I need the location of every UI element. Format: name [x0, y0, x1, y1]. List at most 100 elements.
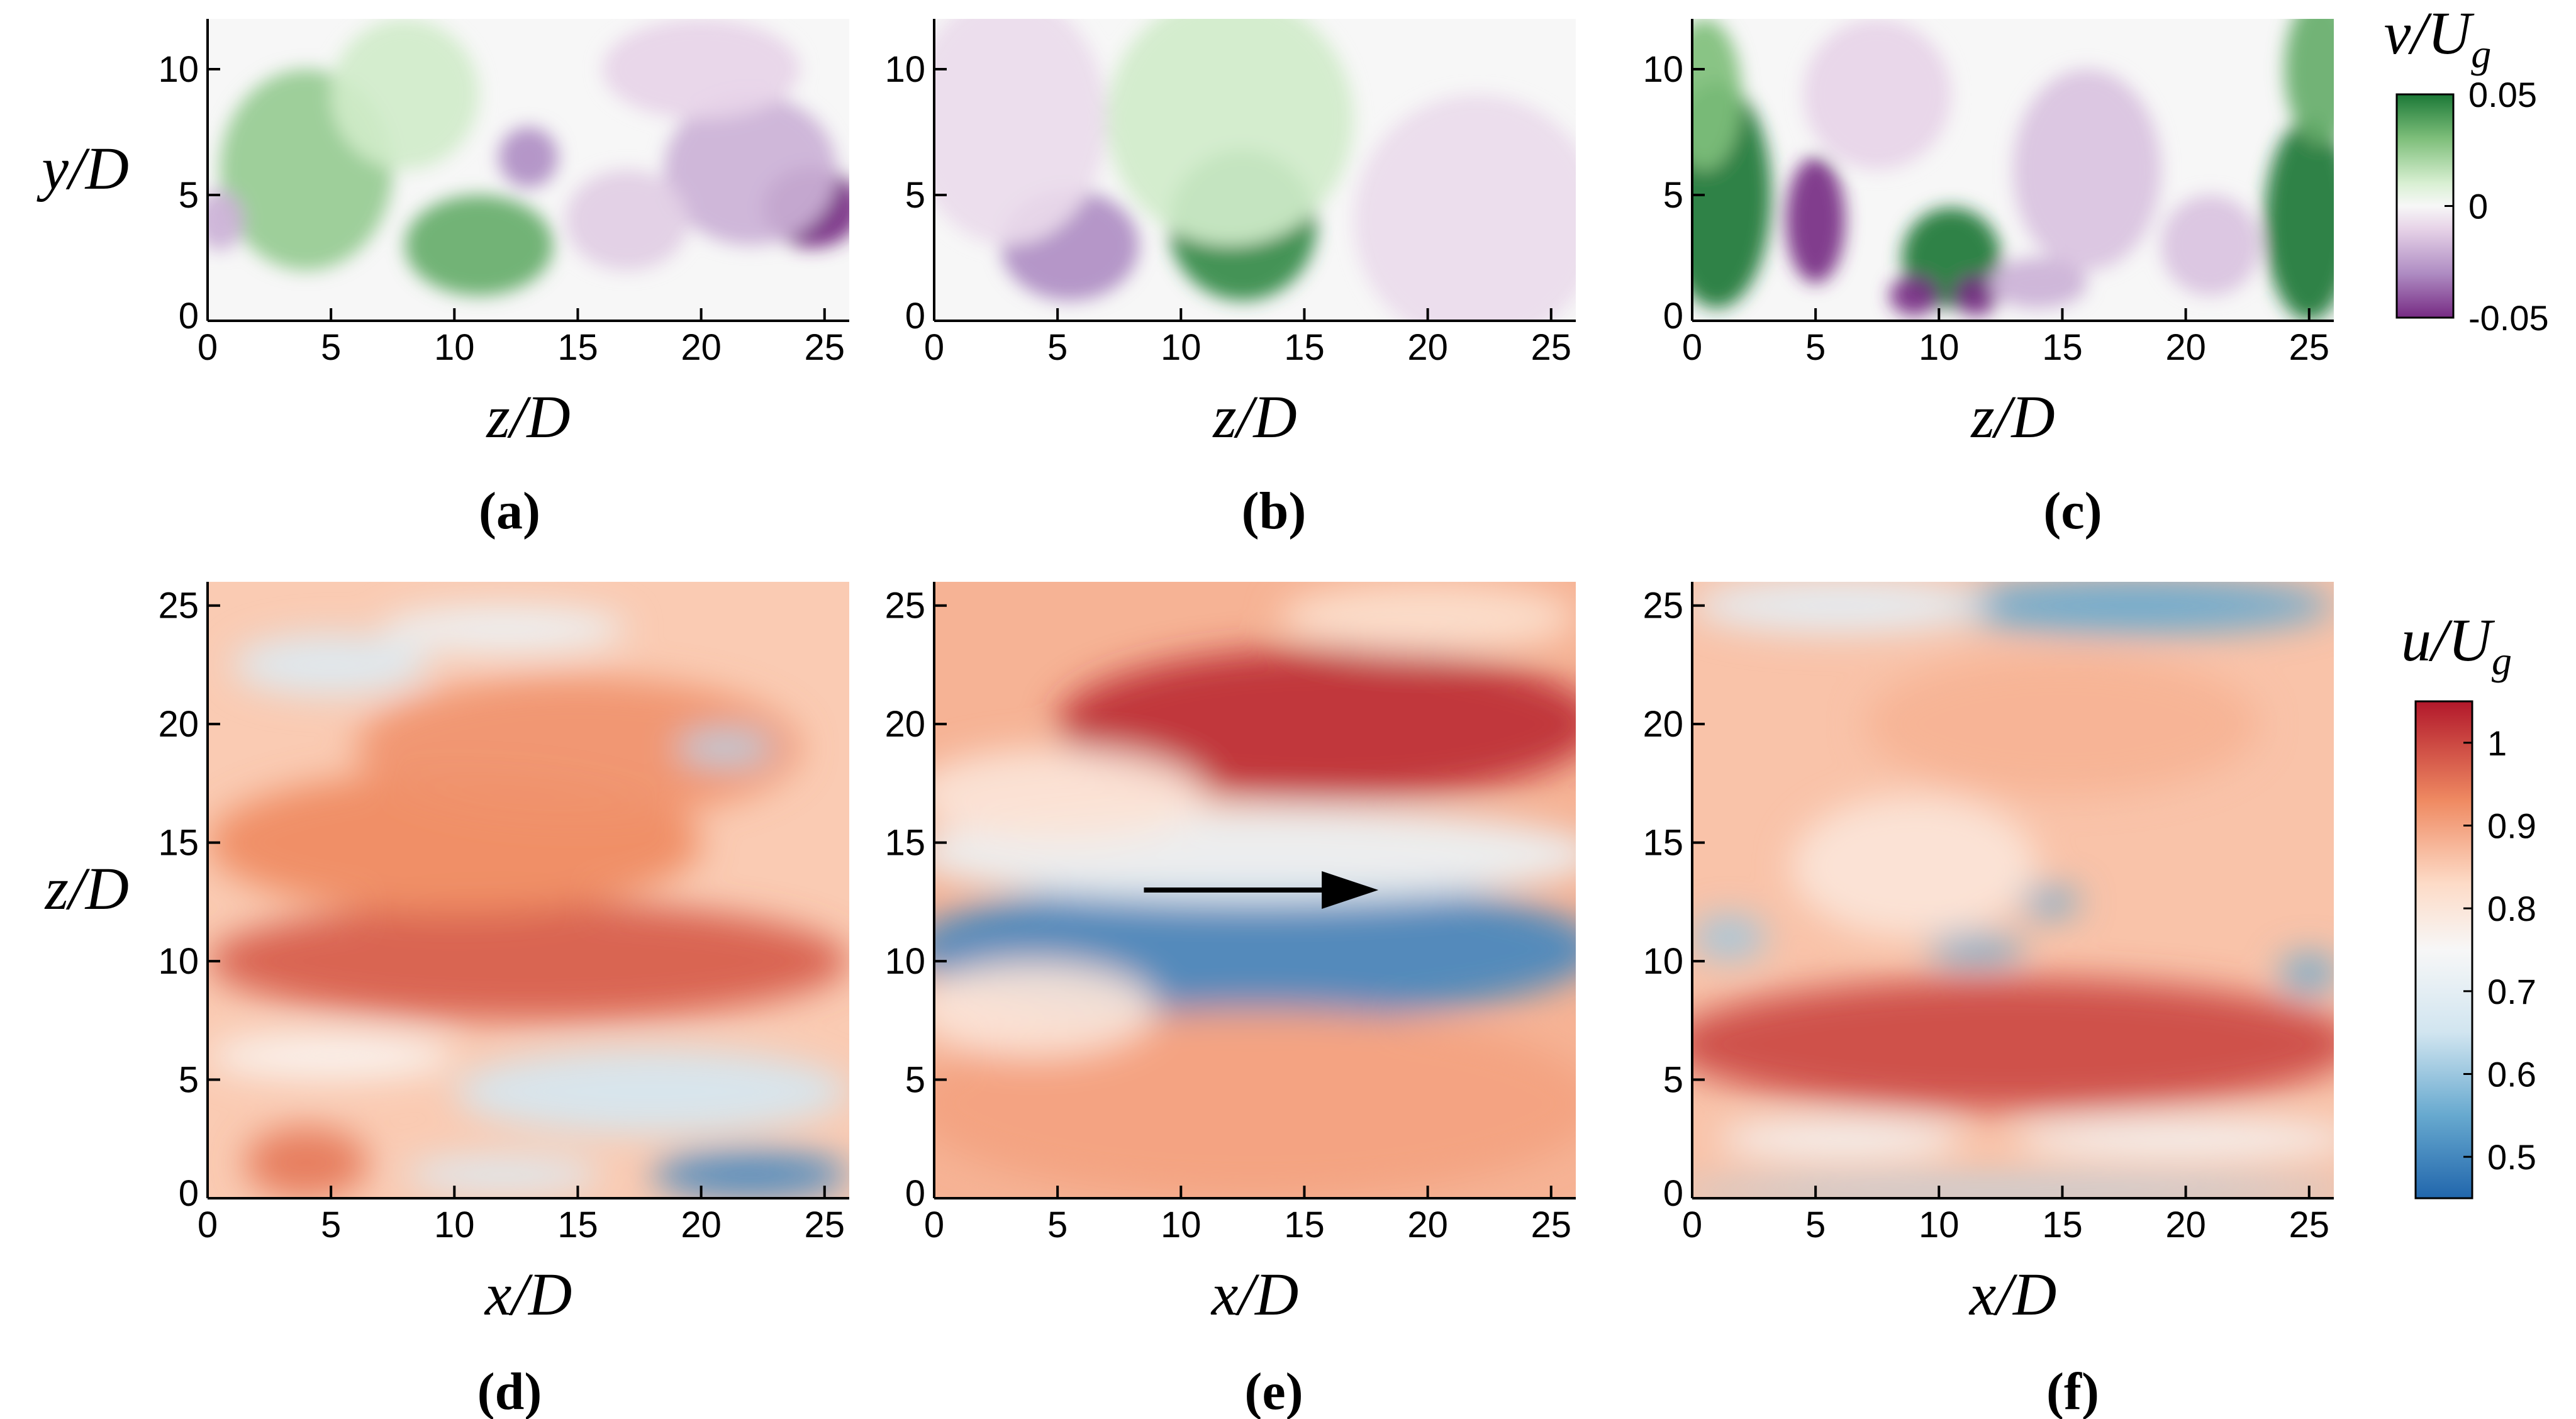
field-blob: [454, 1049, 849, 1135]
x-tick-label: 5: [1805, 1205, 1826, 1245]
x-tick-label: 5: [1047, 327, 1068, 368]
x-axis-label: x/D: [1210, 1260, 1299, 1328]
y-tick-label: 5: [905, 175, 925, 216]
x-tick-label: 20: [1407, 327, 1448, 368]
field-blob: [1988, 258, 2087, 308]
field: [1692, 19, 2334, 321]
x-tick-label: 0: [198, 1205, 218, 1245]
colorbar-tick-label: 0.05: [2468, 75, 2537, 114]
colorbar-title: u/Ug: [2401, 606, 2512, 683]
x-tick-label: 0: [1682, 1205, 1702, 1245]
field-blob: [331, 19, 479, 170]
y-tick-label: 25: [158, 586, 199, 626]
flow-arrow-head: [1322, 871, 1379, 909]
y-tick-label: 5: [179, 175, 199, 216]
caption-e: (e): [1244, 1362, 1303, 1419]
x-axis-label: z/D: [1970, 383, 2055, 450]
x-tick-label: 10: [434, 327, 475, 368]
field-blob: [602, 19, 800, 120]
x-tick-label: 0: [924, 327, 944, 368]
field-blob: [934, 961, 1157, 1056]
x-tick-label: 15: [557, 1205, 598, 1245]
x-tick-label: 25: [1531, 327, 1572, 368]
panel-d: 0 5 10 15 20 25 0 5 10 15 20 25 x/D z/D: [44, 582, 849, 1328]
x-tick-label: 0: [198, 327, 218, 368]
x-tick-label: 15: [557, 327, 598, 368]
field-blob: [2161, 195, 2260, 296]
caption-a: (a): [479, 482, 540, 540]
x-tick-label: 20: [2165, 327, 2206, 368]
y-tick-label: 0: [179, 1173, 199, 1214]
y-tick-label: 15: [158, 823, 199, 864]
y-tick-label: 25: [1642, 586, 1683, 626]
colorbar-tick-label: 0: [2468, 187, 2488, 226]
y-tick-label: 10: [1642, 941, 1683, 982]
field-blob: [2013, 1120, 2334, 1158]
field: [208, 19, 849, 321]
x-tick-label: 20: [2165, 1205, 2206, 1245]
y-tick-label: 5: [179, 1060, 199, 1101]
x-tick-label: 15: [1284, 1205, 1325, 1245]
caption-c: (c): [2043, 482, 2102, 540]
field-blob: [355, 676, 800, 819]
x-tick-label: 0: [1682, 327, 1702, 368]
x-tick-label: 5: [321, 327, 341, 368]
colorbar-u: 1 0.9 0.8 0.7 0.6 0.5 u/Ug: [2401, 606, 2536, 1199]
x-tick-label: 25: [2289, 327, 2330, 368]
field-blob: [1692, 977, 2334, 1111]
field-blob: [1692, 1179, 2334, 1198]
y-tick-label: 5: [905, 1060, 925, 1101]
x-tick-label: 5: [1805, 327, 1826, 368]
y-tick-label: 15: [884, 823, 925, 864]
field-blob: [2279, 954, 2334, 993]
colorbar-tick-label: 0.6: [2487, 1055, 2536, 1094]
y-tick-label: 10: [884, 49, 925, 90]
x-tick-label: 10: [1161, 1205, 1202, 1245]
field-blob: [1692, 916, 1766, 959]
x-tick-label: 20: [681, 1205, 722, 1245]
field-blob: [1953, 275, 1999, 316]
field-blob: [1353, 94, 1576, 321]
x-tick-label: 15: [1284, 327, 1325, 368]
y-tick-label: 10: [158, 49, 199, 90]
y-tick-label: 0: [179, 296, 199, 337]
x-tick-label: 25: [1531, 1205, 1572, 1245]
y-tick-label: 10: [884, 941, 925, 982]
field-blob: [2020, 888, 2080, 916]
field-blob: [1926, 935, 2026, 964]
x-axis-label: x/D: [1968, 1260, 2057, 1328]
y-tick-label: 20: [884, 704, 925, 745]
y-axis-label: y/D: [36, 135, 129, 202]
colorbar-tick-label: 0.8: [2487, 889, 2536, 928]
field-blob: [1717, 1120, 1964, 1158]
field-blob: [934, 1008, 1576, 1198]
colorbar-tick-label: 1: [2487, 723, 2507, 763]
y-tick-label: 0: [1663, 296, 1683, 337]
field-blob: [934, 747, 1206, 843]
x-axis-label: z/D: [485, 383, 570, 450]
field-blob: [1280, 582, 1576, 654]
field-blob: [1107, 19, 1354, 245]
field-blob: [1692, 19, 1742, 170]
field: [934, 19, 1576, 321]
field-blob: [1790, 795, 2038, 938]
x-tick-label: 10: [1919, 1205, 1960, 1245]
field: [208, 582, 849, 1198]
field-blob: [934, 19, 1107, 245]
y-tick-label: 15: [1642, 823, 1683, 864]
colorbar-gradient: [2414, 700, 2473, 1199]
x-tick-label: 15: [2042, 327, 2083, 368]
field-blob: [208, 190, 245, 250]
panel-e: 0 5 10 15 20 25 0 5 10 15 20 25 x/D: [884, 582, 1576, 1328]
x-axis-label: z/D: [1212, 383, 1296, 450]
colorbar-v: 0.05 0 -0.05 v/Ug: [2384, 0, 2549, 338]
y-tick-label: 10: [1642, 49, 1683, 90]
colorbar-tick-label: 0.9: [2487, 806, 2536, 846]
field-blob: [498, 127, 559, 187]
x-tick-label: 25: [2289, 1205, 2330, 1245]
caption-f: (f): [2046, 1362, 2099, 1419]
